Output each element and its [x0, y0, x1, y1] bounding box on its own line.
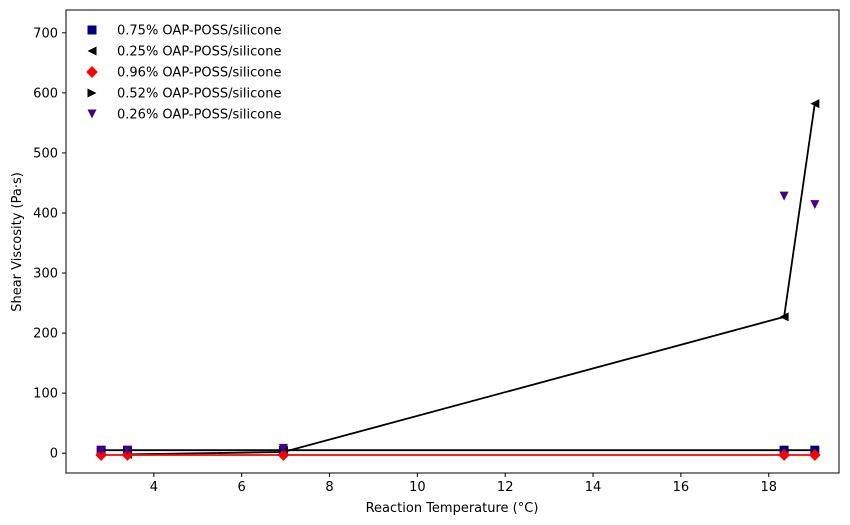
- legend-marker: [86, 66, 98, 78]
- y-tick-label: 0: [50, 447, 58, 462]
- data-point: [810, 200, 820, 210]
- y-tick-label: 500: [33, 146, 58, 161]
- data-point: [810, 99, 820, 109]
- data-point: [778, 449, 790, 461]
- data-point: [779, 191, 789, 201]
- legend: 0.75% OAP-POSS/silicone 0.25% OAP-POSS/si…: [86, 24, 281, 123]
- y-tick-label: 700: [33, 26, 58, 41]
- legend-marker: [87, 109, 97, 119]
- plot-frame: [65, 9, 840, 474]
- series-line: [127, 103, 816, 456]
- x-tick-label: 6: [238, 480, 246, 495]
- legend-marker: [87, 25, 97, 35]
- y-tick-label: 100: [33, 387, 58, 402]
- series-markers: [95, 99, 821, 461]
- data-point: [277, 449, 290, 461]
- x-tick-label: 18: [760, 480, 777, 495]
- x-tick-label: 16: [673, 480, 690, 495]
- x-axis-label: Reaction Temperature (°C): [366, 501, 539, 516]
- x-tick-label: 14: [585, 480, 602, 495]
- y-tick-label: 400: [33, 206, 58, 221]
- legend-marker: [87, 88, 97, 98]
- y-axis-label: Shear Viscosity (Pa·s): [10, 172, 25, 312]
- data-point: [96, 446, 106, 456]
- x-tick-label: 8: [325, 480, 333, 495]
- x-axis: 4 6 8 10 12 14 16 18: [150, 473, 777, 495]
- data-point: [779, 312, 789, 322]
- data-point: [808, 449, 821, 461]
- legend-label: 0.25% OAP-POSS/silicone: [117, 45, 281, 60]
- legend-label: 0.96% OAP-POSS/silicone: [117, 66, 281, 81]
- legend-marker: [87, 46, 97, 56]
- y-tick-label: 300: [33, 267, 58, 282]
- y-axis: 0 100 200 300 400 500 600 700: [33, 26, 66, 462]
- legend-label: 0.52% OAP-POSS/silicone: [117, 87, 281, 102]
- data-point: [278, 443, 288, 453]
- legend-label: 0.26% OAP-POSS/silicone: [117, 108, 281, 123]
- y-tick-label: 600: [33, 86, 58, 101]
- legend-label: 0.75% OAP-POSS/silicone: [117, 24, 281, 39]
- y-tick-label: 200: [33, 327, 58, 342]
- x-tick-label: 10: [409, 480, 426, 495]
- x-tick-label: 12: [497, 480, 514, 495]
- data-point: [122, 446, 132, 456]
- x-tick-label: 4: [150, 480, 158, 495]
